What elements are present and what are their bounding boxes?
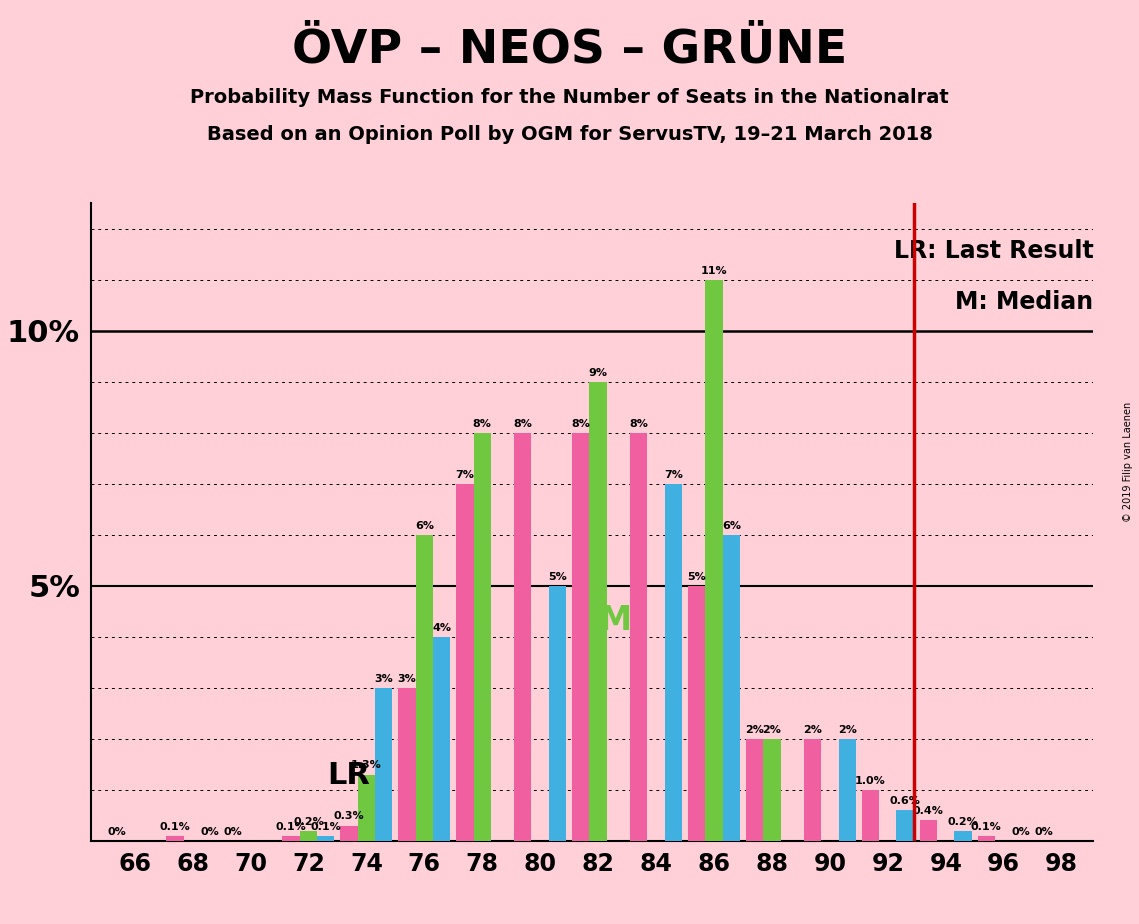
Text: 0.2%: 0.2% [948,817,978,827]
Text: 0%: 0% [1035,827,1054,837]
Text: 3%: 3% [375,674,393,684]
Bar [358,774,375,841]
Text: 0.1%: 0.1% [276,821,306,832]
Bar [300,831,317,841]
Bar [399,687,416,841]
Bar [804,739,821,841]
Text: 0.1%: 0.1% [311,821,342,832]
Text: Probability Mass Function for the Number of Seats in the Nationalrat: Probability Mass Function for the Number… [190,88,949,107]
Bar [688,586,705,841]
Text: 8%: 8% [473,419,492,429]
Text: 5%: 5% [548,572,567,582]
Text: M: M [599,603,632,637]
Text: 2%: 2% [762,724,781,735]
Text: 0.4%: 0.4% [912,807,944,817]
Text: LR: LR [328,760,370,790]
Text: 7%: 7% [664,469,682,480]
Text: 6%: 6% [722,521,740,530]
Bar [375,687,393,841]
Text: 7%: 7% [456,469,474,480]
Bar [665,484,682,841]
Bar [722,535,740,841]
Text: 0%: 0% [223,827,243,837]
Bar [433,637,450,841]
Text: LR: Last Result: LR: Last Result [894,239,1093,263]
Bar [896,810,913,841]
Text: 9%: 9% [589,368,607,378]
Text: 0%: 0% [200,827,220,837]
Text: 0.1%: 0.1% [970,821,1001,832]
Bar [416,535,433,841]
Text: 0%: 0% [108,827,126,837]
Text: 0.2%: 0.2% [293,817,323,827]
Text: 1.3%: 1.3% [351,760,382,771]
Bar [746,739,763,841]
Text: M: Median: M: Median [956,290,1093,314]
Bar [514,432,532,841]
Bar [862,790,879,841]
Text: 8%: 8% [572,419,590,429]
Bar [838,739,855,841]
Bar [549,586,566,841]
Bar [919,821,937,841]
Bar [954,831,972,841]
Bar [317,835,335,841]
Bar [341,825,358,841]
Text: 0.1%: 0.1% [159,821,190,832]
Text: 2%: 2% [838,724,857,735]
Bar [630,432,647,841]
Bar [572,432,589,841]
Text: 11%: 11% [700,266,728,275]
Text: 2%: 2% [745,724,764,735]
Bar [282,835,300,841]
Bar [589,382,607,841]
Text: Based on an Opinion Poll by OGM for ServusTV, 19–21 March 2018: Based on an Opinion Poll by OGM for Serv… [206,125,933,144]
Text: 4%: 4% [432,623,451,633]
Text: 6%: 6% [415,521,434,530]
Text: ÖVP – NEOS – GRÜNE: ÖVP – NEOS – GRÜNE [292,28,847,73]
Bar [977,835,995,841]
Text: 8%: 8% [514,419,532,429]
Text: 3%: 3% [398,674,416,684]
Text: 1.0%: 1.0% [855,776,886,785]
Text: 0.3%: 0.3% [334,811,364,821]
Text: 0.6%: 0.6% [890,796,920,806]
Bar [763,739,780,841]
Bar [456,484,474,841]
Bar [705,280,722,841]
Bar [474,432,491,841]
Text: © 2019 Filip van Laenen: © 2019 Filip van Laenen [1123,402,1133,522]
Text: 5%: 5% [687,572,706,582]
Bar [166,835,183,841]
Text: 8%: 8% [629,419,648,429]
Text: 0%: 0% [1011,827,1031,837]
Text: 2%: 2% [803,724,822,735]
